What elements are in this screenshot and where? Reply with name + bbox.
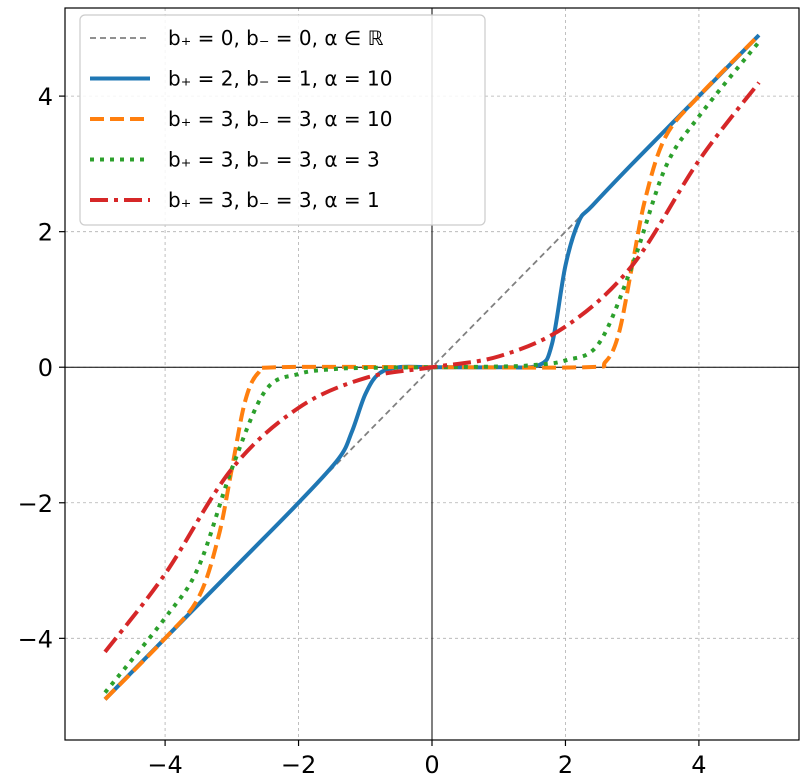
y-tick-label: −2 [18, 490, 53, 518]
y-tick-label: 0 [38, 354, 53, 382]
legend-label-0: b₊ = 0, b₋ = 0, α ∈ ℝ [168, 26, 384, 50]
ticks: −4 −2 0 2 4 −4 −2 0 2 4 [18, 83, 707, 779]
y-tick-label: 4 [38, 83, 53, 111]
x-tick-label: −2 [281, 751, 316, 779]
y-tick-label: 2 [38, 219, 53, 247]
legend-label-3: b₊ = 3, b₋ = 3, α = 3 [168, 148, 380, 172]
y-tick-label: −4 [18, 625, 53, 653]
legend-label-2: b₊ = 3, b₋ = 3, α = 10 [168, 107, 392, 131]
x-tick-label: −4 [147, 751, 182, 779]
legend-label-1: b₊ = 2, b₋ = 1, α = 10 [168, 67, 392, 91]
series-line-4 [103, 81, 761, 654]
x-tick-label: 2 [558, 751, 573, 779]
x-tick-label: 0 [424, 751, 439, 779]
legend-label-4: b₊ = 3, b₋ = 3, α = 1 [168, 188, 380, 212]
x-tick-label: 4 [691, 751, 706, 779]
legend-box [79, 14, 486, 226]
legend: b₊ = 0, b₋ = 0, α ∈ ℝ b₊ = 2, b₋ = 1, α =… [79, 14, 486, 226]
series-layer [103, 33, 761, 701]
series-line-3 [103, 40, 761, 694]
